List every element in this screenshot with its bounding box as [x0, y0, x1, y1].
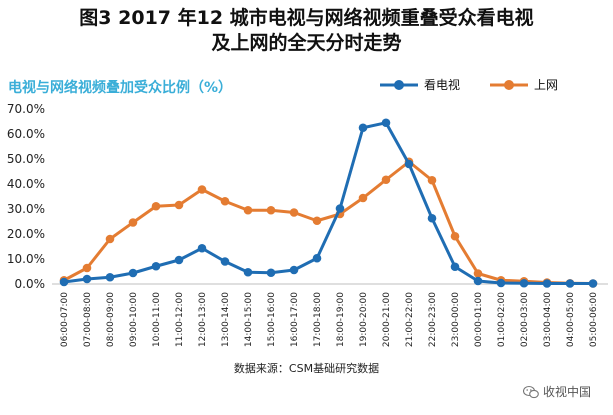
data-point-web: [151, 201, 161, 211]
data-point-web: [450, 231, 460, 241]
series-line-web: [63, 160, 594, 285]
data-point-web: [266, 205, 276, 215]
data-point-web: [128, 218, 138, 227]
x-tick-label: 06:00-07:00: [60, 292, 70, 347]
x-tick-label: 18:00-19:00: [336, 292, 346, 347]
x-tick-label: 03:00-04:00: [543, 292, 553, 347]
data-point-tv: [542, 279, 552, 288]
data-point-tv: [59, 277, 69, 287]
data-point-tv: [565, 279, 575, 288]
data-point-tv: [312, 253, 322, 263]
legend-tv-label: 看电视: [424, 77, 460, 92]
data-point-web: [243, 205, 253, 215]
x-tick-label: 08:00-09:00: [106, 292, 116, 347]
x-tick-label: 12:00-13:00: [198, 292, 208, 347]
y-tick-label: 60.0%: [7, 127, 45, 141]
chart-title-line1: 图3 2017 年12 城市电视与网络视频重叠受众看电视: [79, 7, 534, 29]
data-point-web: [82, 263, 92, 273]
data-point-tv: [289, 265, 299, 275]
y-tick-label: 40.0%: [7, 177, 45, 191]
line-chart: 电视与网络视频叠加受众比例（%） 看电视 上网 0.0% 10.0% 20.0% 30…: [7, 77, 608, 347]
x-tick-label: 15:00-16:00: [267, 292, 277, 347]
y-tick-label: 30.0%: [7, 202, 45, 216]
y-tick-label: 20.0%: [7, 227, 45, 241]
x-tick-label: 11:00-12:00: [175, 292, 185, 347]
x-tick-label: 13:00-14:00: [221, 292, 231, 347]
legend-tv-marker: [394, 80, 404, 90]
x-tick-label: 21:00-22:00: [405, 292, 415, 347]
x-tick-label: 05:00-06:00: [589, 292, 599, 347]
x-tick-label: 07:00-08:00: [83, 292, 93, 347]
data-point-tv: [105, 272, 115, 282]
data-point-tv: [450, 262, 460, 272]
data-point-tv: [588, 279, 598, 288]
x-tick-label: 23:00-00:00: [451, 292, 461, 347]
data-point-tv: [128, 268, 138, 278]
series-layer: [59, 118, 598, 288]
x-tick-label: 02:00-03:00: [520, 292, 530, 347]
y-tick-label: 70.0%: [7, 102, 45, 116]
legend-web-label: 上网: [534, 78, 558, 92]
data-point-tv: [220, 257, 230, 266]
data-point-tv: [174, 255, 184, 265]
data-point-tv: [381, 118, 391, 128]
data-point-web: [105, 234, 115, 244]
wechat-icon: [522, 385, 539, 398]
x-tick-label: 16:00-17:00: [290, 292, 300, 347]
chart-title: 图3 2017 年12 城市电视与网络视频重叠受众看电视 及上网的全天分时走势: [0, 6, 613, 56]
x-tick-label: 10:00-11:00: [152, 292, 162, 347]
data-point-web: [358, 193, 368, 203]
x-tick-label: 09:00-10:00: [129, 292, 139, 347]
data-point-web: [289, 208, 299, 217]
data-point-web: [220, 196, 230, 206]
watermark-text: 收视中国: [542, 385, 591, 399]
legend-web-marker: [504, 80, 514, 90]
x-tick-label: 22:00-23:00: [428, 292, 438, 347]
data-point-tv: [335, 204, 345, 213]
legend: 看电视 上网: [380, 77, 558, 92]
x-tick-label: 14:00-15:00: [244, 292, 254, 347]
data-point-tv: [82, 274, 92, 284]
data-point-tv: [266, 268, 276, 278]
x-tick-label: 01:00-02:00: [497, 292, 507, 347]
y-tick-label: 10.0%: [7, 252, 45, 266]
data-point-tv: [358, 123, 368, 133]
watermark: 收视中国: [522, 383, 591, 400]
data-point-tv: [243, 267, 253, 277]
data-point-web: [427, 175, 437, 185]
x-tick-label: 17:00-18:00: [313, 292, 323, 347]
data-point-tv: [197, 243, 207, 253]
y-tick-label: 50.0%: [7, 152, 45, 166]
x-tick-label: 19:00-20:00: [359, 292, 369, 347]
x-tick-label: 04:00-05:00: [566, 292, 576, 347]
x-tick-label: 00:00-01:00: [474, 292, 484, 347]
data-point-web: [473, 269, 483, 278]
data-point-web: [197, 185, 207, 194]
data-source: 数据来源：CSM基础研究数据: [233, 362, 380, 375]
data-point-tv: [404, 159, 414, 169]
data-point-tv: [496, 278, 506, 288]
y-tick-label: 0.0%: [15, 277, 46, 291]
chart-subtitle: 电视与网络视频叠加受众比例（%）: [8, 79, 232, 96]
data-point-tv: [151, 261, 161, 271]
data-point-tv: [519, 278, 529, 288]
series-line-tv: [63, 121, 593, 285]
data-point-web: [381, 175, 391, 185]
chart-title-line2: 及上网的全天分时走势: [211, 32, 402, 54]
data-point-web: [312, 216, 322, 226]
data-point-web: [174, 200, 184, 210]
axes: 0.0% 10.0% 20.0% 30.0% 40.0% 50.0% 60.0% 70.0% 0…: [7, 102, 608, 347]
x-tick-label: 20:00-21:00: [382, 292, 392, 347]
data-point-tv: [473, 276, 483, 286]
data-point-tv: [427, 213, 437, 223]
